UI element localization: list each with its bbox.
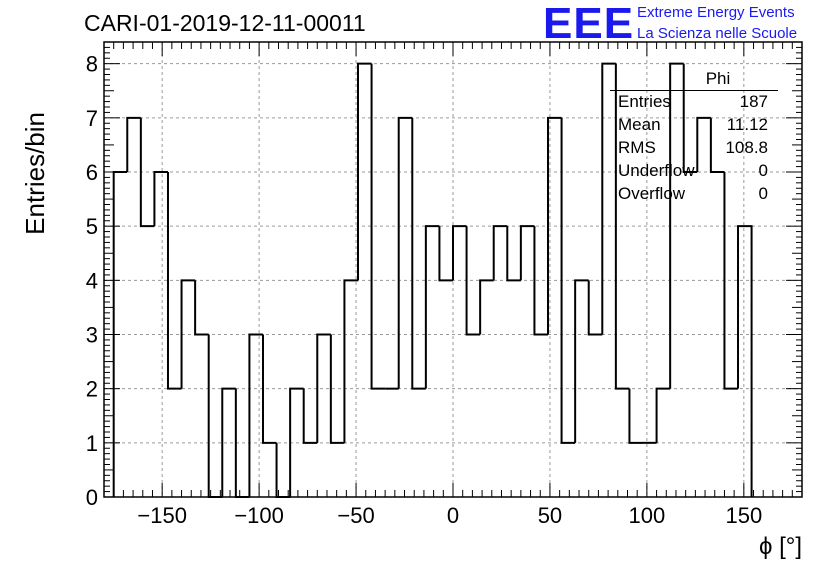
histogram-bin: [126, 116, 141, 172]
histogram-bin: [153, 171, 168, 227]
histogram-bin: [452, 225, 467, 281]
histogram-bin: [411, 117, 426, 390]
histogram-bin: [207, 334, 223, 498]
histogram-bin: [696, 116, 711, 172]
chart-title: CARI-01-2019-12-11-00011: [84, 10, 366, 36]
histogram-bin: [180, 279, 196, 389]
stats-key: RMS: [618, 138, 656, 157]
histogram-bin: [465, 226, 481, 336]
stats-key: Mean: [618, 115, 661, 134]
histogram-bin: [139, 117, 155, 228]
histogram-bin: [492, 225, 508, 281]
stats-value: 0: [758, 184, 768, 203]
x-tick-label: 100: [629, 503, 666, 528]
histogram-bin: [194, 280, 209, 336]
histogram-bin: [669, 62, 684, 389]
x-axis-label: ϕ [°]: [758, 533, 802, 560]
histogram-bin: [737, 225, 753, 497]
stats-row-rms: RMS 108.8: [610, 136, 778, 159]
histogram-bin: [601, 62, 616, 335]
stats-row-mean: Mean 11.12: [610, 113, 778, 136]
histogram-bin: [248, 333, 263, 497]
y-tick-label: 1: [86, 431, 98, 456]
y-tick-label: 5: [86, 214, 98, 239]
histogram-bin: [370, 63, 386, 390]
histogram-bin: [397, 116, 413, 389]
x-tick-label: 0: [447, 503, 459, 528]
histogram-bin: [289, 387, 304, 497]
histogram-bin: [533, 226, 549, 336]
eee-logo: EEE: [543, 0, 635, 48]
histogram-bin: [316, 333, 331, 443]
histogram-bin: [682, 63, 698, 173]
histogram-bin: [221, 387, 236, 497]
stats-row-overflow: Overflow 0: [610, 182, 778, 205]
histogram-bin: [166, 172, 182, 390]
y-tick-label: 3: [86, 323, 98, 348]
histogram-bin: [329, 334, 345, 444]
y-tick-label: 2: [86, 377, 98, 402]
x-tick-label: −150: [137, 503, 187, 528]
stats-key: Overflow: [618, 184, 686, 203]
stats-divider: [610, 90, 778, 91]
histogram-bin: [655, 387, 671, 443]
histogram-bin: [628, 388, 644, 444]
stats-title: Phi: [705, 69, 731, 88]
x-tick-label: 50: [538, 503, 562, 528]
histogram-bin: [587, 280, 603, 336]
histogram-bin: [723, 172, 739, 390]
stats-value: 108.8: [725, 138, 768, 157]
stats-key: Entries: [618, 92, 671, 111]
histogram-bin: [424, 225, 440, 389]
stats-key: Underflow: [618, 161, 695, 180]
x-tick-label: 150: [725, 503, 762, 528]
histogram-bin: [343, 279, 358, 443]
histogram-bin: [560, 117, 576, 444]
x-tick-label: −50: [337, 503, 374, 528]
histogram-bin: [302, 388, 318, 444]
histogram-bin: [275, 442, 291, 498]
histogram-bin: [709, 117, 725, 173]
x-tick-label: −100: [234, 503, 284, 528]
y-tick-label: 8: [86, 52, 98, 77]
histogram-bin: [261, 334, 277, 444]
histogram-bin: [574, 279, 589, 443]
stats-value: 0: [758, 161, 768, 180]
histogram-bin: [519, 225, 535, 281]
stats-row-underflow: Underflow 0: [610, 159, 778, 182]
histogram-bin: [547, 116, 562, 335]
histogram-bin: [506, 226, 521, 282]
y-tick-label: 0: [86, 485, 98, 510]
y-tick-label: 7: [86, 106, 98, 131]
stats-box: Phi Entries 187 Mean 11.12 RMS 108.8 Und…: [610, 68, 778, 205]
stats-row-entries: Entries 187: [610, 90, 778, 113]
histogram-bin: [614, 63, 630, 390]
y-tick-label: 4: [86, 268, 98, 293]
stats-value: 187: [739, 92, 768, 111]
stats-value: 11.12: [726, 115, 768, 134]
histogram-bin: [479, 279, 494, 335]
logo-subtitle-1: Extreme Energy Events: [637, 4, 795, 21]
histogram-bin: [356, 62, 372, 281]
y-tick-label: 6: [86, 160, 98, 185]
logo-subtitle-2: La Scienza nelle Scuole: [637, 25, 798, 42]
y-axis-label: Entries/bin: [20, 112, 50, 235]
histogram-bin: [438, 226, 453, 282]
